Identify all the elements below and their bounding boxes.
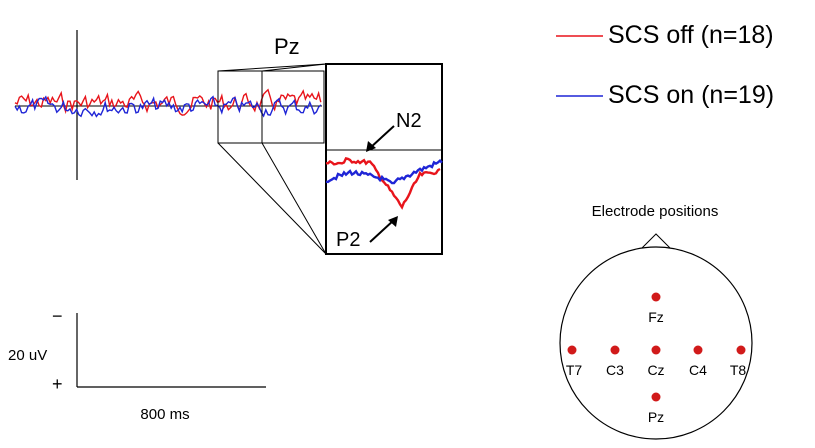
electrode-label-cz: Cz: [647, 362, 664, 378]
electrode-label-t8: T8: [730, 362, 747, 378]
zoom-waveform-scs-off: [325, 157, 441, 210]
erp-waveform-panel: Pz: [14, 30, 322, 180]
electrode-dot-t7: [567, 345, 577, 355]
zoom-waveform-scs-on: [325, 158, 443, 185]
scale-plus-sign: +: [52, 374, 63, 394]
electrode-dot-c4: [693, 345, 703, 355]
p2-arrowhead: [388, 216, 398, 227]
zoom-inset-frame: [325, 63, 443, 255]
p2-arrow: [369, 219, 395, 243]
electrode-head-map: Electrode positions Fz T7 C3 Cz C4 T8 Pz: [559, 203, 753, 440]
electrode-dot-fz: [651, 292, 661, 302]
electrode-dot-t8: [736, 345, 746, 355]
legend-label-scs-off: SCS off (n=18): [608, 21, 774, 49]
connector-bottom: [217, 142, 327, 255]
legend-label-scs-on: SCS on (n=19): [608, 81, 774, 109]
connector-bottom-right: [261, 142, 327, 255]
head-map-title: Electrode positions: [592, 203, 719, 220]
electrode-label-pz: Pz: [274, 34, 300, 59]
p2-label: P2: [336, 229, 360, 251]
zoom-connector: [217, 63, 327, 255]
waveform-scs-on: [14, 95, 322, 118]
electrode-label-t7: T7: [566, 362, 583, 378]
scale-bar: − 20 uV + 800 ms: [8, 306, 266, 423]
head-outline: [559, 246, 753, 440]
scale-minus-sign: −: [52, 306, 63, 326]
electrode-dot-pz: [651, 392, 661, 402]
n2-arrow: [369, 125, 395, 149]
electrode-label-c3: C3: [606, 362, 624, 378]
electrode-dot-cz: [651, 345, 661, 355]
connector-top: [217, 63, 327, 72]
legend: SCS off (n=18) SCS on (n=19): [556, 21, 774, 109]
connector-top-right: [261, 63, 327, 72]
head-nose: [641, 233, 671, 249]
scale-amplitude-label: 20 uV: [8, 347, 47, 364]
zoom-selection-box: [217, 70, 325, 144]
electrode-label-fz: Fz: [648, 309, 664, 325]
electrode-label-c4: C4: [689, 362, 707, 378]
scale-time-label: 800 ms: [140, 406, 189, 423]
n2-arrowhead: [366, 141, 376, 152]
electrode-label-pz: Pz: [648, 409, 664, 425]
n2-label: N2: [396, 110, 422, 132]
zoom-inset: N2 P2: [325, 63, 443, 255]
electrode-dot-c3: [610, 345, 620, 355]
